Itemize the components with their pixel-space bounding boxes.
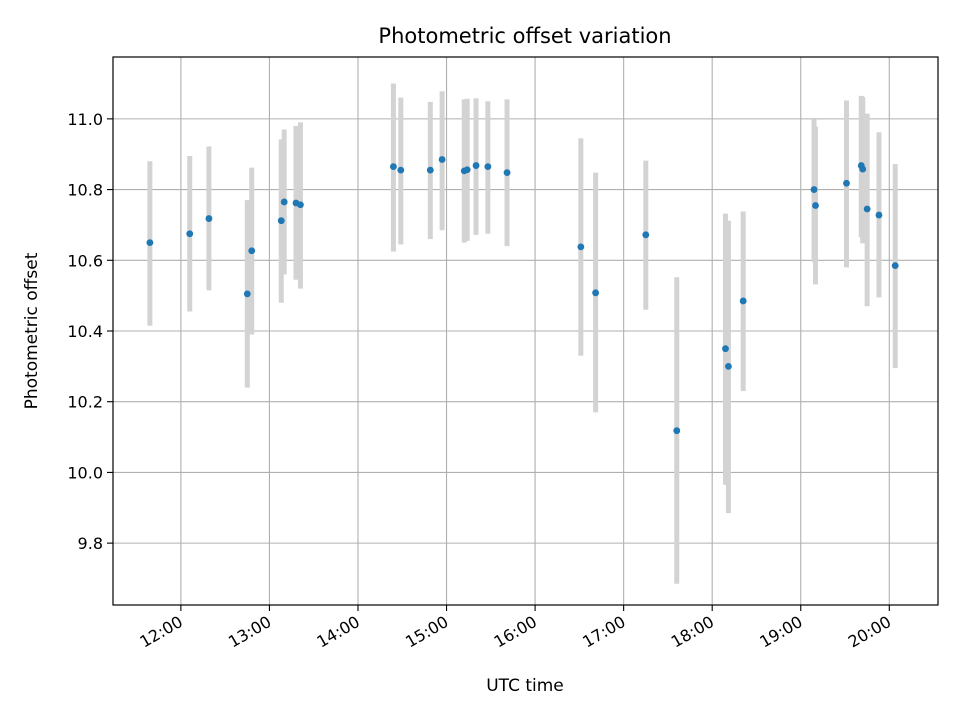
data-point [577,243,585,251]
data-point [426,166,434,174]
data-point [205,215,213,222]
data-point [863,205,871,213]
data-point [146,239,154,247]
data-point [463,166,471,174]
data-point [859,165,867,173]
data-point [438,156,446,163]
data-point [243,290,251,298]
data-point [277,217,285,225]
y-tick-label: 10.4 [67,322,103,341]
data-point [397,166,405,174]
y-tick-label: 10.2 [67,393,103,412]
grid-layer [113,57,938,605]
chart-title: Photometric offset variation [378,24,671,48]
data-point [248,247,256,255]
data-point [812,202,819,209]
y-tick-label: 11.0 [67,110,103,129]
y-axis-ticks: 9.8 10.0 10.2 10.4 10.6 10.8 11.0 [67,110,113,553]
data-point [503,169,511,177]
data-point [484,163,492,171]
x-axis-label: UTC time [486,676,564,696]
data-point [722,345,729,353]
y-tick-label: 10.6 [67,251,103,270]
data-point [673,427,681,435]
data-point [280,198,288,206]
data-point [297,201,304,209]
data-point [843,179,850,187]
data-point [642,231,650,239]
data-point [725,362,732,370]
data-point [472,162,480,169]
data-point [186,230,194,238]
data-point [810,186,818,193]
y-axis-label: Photometric offset [22,252,42,409]
y-tick-label: 9.8 [78,534,103,553]
y-tick-label: 10.8 [67,181,103,200]
data-point [875,211,883,219]
data-point [739,297,747,305]
y-tick-label: 10.0 [67,463,103,482]
data-point [592,289,600,297]
data-point [390,163,397,171]
data-point-layer [146,156,899,435]
data-point [891,262,899,269]
